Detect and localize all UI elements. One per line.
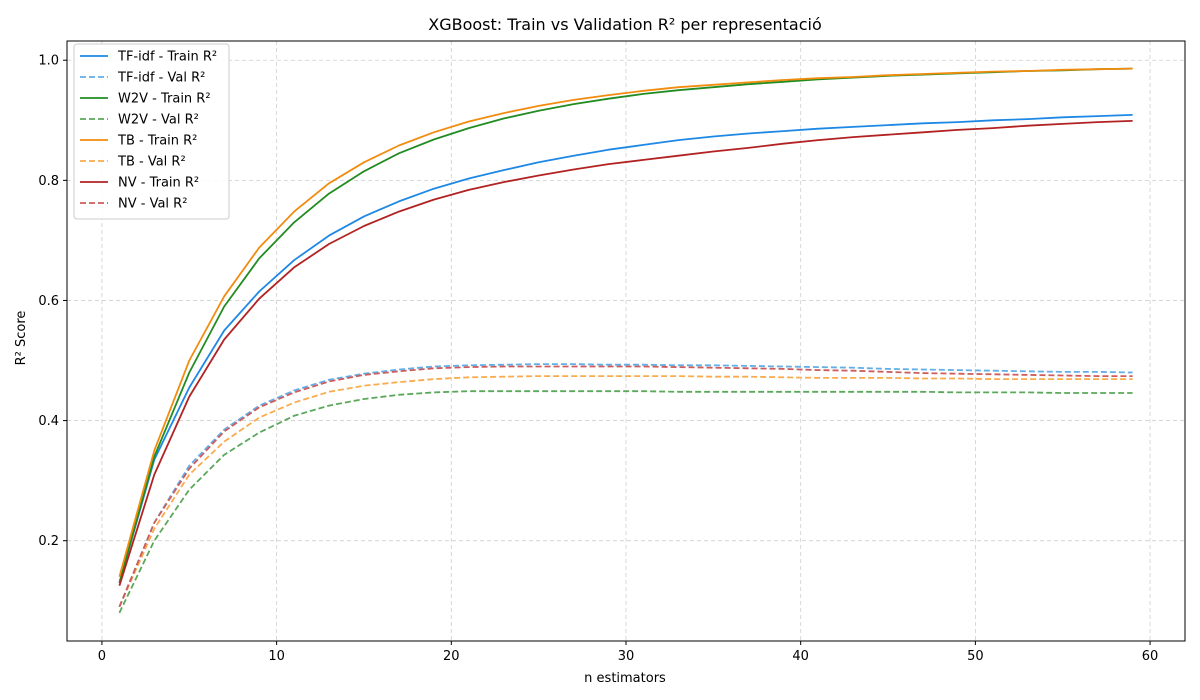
legend-label: W2V - Val R² (118, 113, 199, 128)
x-tick-label: 0 (98, 649, 106, 664)
series-lines (118, 67, 1133, 614)
legend-box (73, 43, 230, 220)
series-line-5 (118, 375, 1133, 608)
legend-label: TB - Val R² (117, 155, 186, 170)
x-axis-ticks: 0 10 20 30 40 50 60 (98, 641, 1159, 664)
y-tick-label: 0.2 (38, 534, 59, 549)
x-tick-label: 20 (443, 649, 460, 664)
y-axis-label: R² Score (14, 311, 29, 366)
x-tick-label: 30 (618, 649, 635, 664)
series-line-0 (118, 114, 1133, 583)
legend-label: TF-idf - Train R² (117, 50, 217, 65)
y-tick-label: 0.8 (38, 174, 59, 189)
y-tick-label: 0.6 (38, 294, 59, 309)
series-line-1 (118, 363, 1133, 608)
x-tick-label: 50 (967, 649, 984, 664)
series-line-7 (118, 365, 1133, 608)
series-line-4 (118, 67, 1133, 577)
x-tick-label: 60 (1142, 649, 1159, 664)
chart-title: XGBoost: Train vs Validation R² per repr… (428, 15, 821, 34)
y-axis-ticks: 0.2 0.4 0.6 0.8 1.0 (38, 54, 67, 549)
series-line-3 (118, 390, 1133, 614)
legend-label: TB - Train R² (117, 134, 197, 149)
legend-label: NV - Train R² (118, 176, 199, 191)
series-line-6 (118, 120, 1133, 586)
legend-label: TF-idf - Val R² (117, 71, 205, 86)
legend-label: W2V - Train R² (118, 92, 211, 107)
x-axis-label: n estimators (584, 671, 666, 686)
y-tick-label: 0.4 (38, 414, 59, 429)
x-tick-label: 40 (792, 649, 809, 664)
x-tick-label: 10 (268, 649, 285, 664)
legend: TF-idf - Train R² TF-idf - Val R² W2V - Tr… (73, 43, 230, 220)
legend-label: NV - Val R² (118, 197, 187, 212)
y-tick-label: 1.0 (38, 54, 59, 69)
